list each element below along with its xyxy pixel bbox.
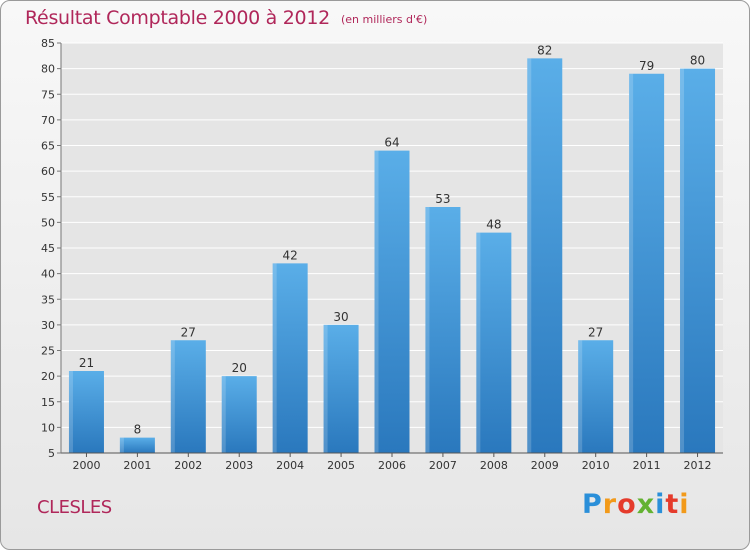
proxiti-logo: Proxiti <box>582 489 690 520</box>
bar-highlight <box>272 263 277 453</box>
data-label-2003: 20 <box>232 361 247 375</box>
y-tick-label: 60 <box>41 165 55 178</box>
data-label-2006: 64 <box>384 136 399 150</box>
y-tick-label: 55 <box>41 191 55 204</box>
y-tick-label: 5 <box>48 447 55 460</box>
bar-highlight <box>170 340 175 453</box>
bar-2010 <box>578 340 614 453</box>
data-label-2004: 42 <box>283 248 298 262</box>
bar-2008 <box>476 232 512 453</box>
x-tick-label-2008: 2008 <box>480 459 508 472</box>
x-tick-label-2010: 2010 <box>582 459 610 472</box>
data-label-2011: 79 <box>639 59 654 73</box>
x-tick-label-2007: 2007 <box>429 459 457 472</box>
y-tick-label: 40 <box>41 268 55 281</box>
bar-2000 <box>68 371 104 453</box>
bar-2004 <box>272 263 308 453</box>
y-tick-label: 75 <box>41 88 55 101</box>
y-tick-label: 80 <box>41 63 55 76</box>
bar-highlight <box>374 150 379 453</box>
logo-letter: i <box>679 489 690 520</box>
data-label-2001: 8 <box>134 423 142 437</box>
chart-title: Résultat Comptable 2000 à 2012 <box>25 7 330 29</box>
bar-highlight <box>68 371 73 453</box>
logo-letter: o <box>617 489 637 520</box>
x-tick-label-2003: 2003 <box>225 459 253 472</box>
bar-2007 <box>425 207 461 453</box>
logo-letter: P <box>582 489 603 520</box>
data-label-2000: 21 <box>79 356 94 370</box>
x-tick-label-2005: 2005 <box>327 459 355 472</box>
bars <box>68 58 716 453</box>
x-tick-label-2006: 2006 <box>378 459 406 472</box>
x-axis-ticks: 2000 2001 2002 2003 2004 2005 2006 2007 2008 2009… <box>72 453 712 472</box>
bar-highlight <box>221 376 226 453</box>
x-tick-label-2011: 2011 <box>633 459 661 472</box>
bar-2012 <box>680 68 716 453</box>
bar-highlight <box>323 324 328 453</box>
bar-highlight <box>425 207 430 453</box>
x-tick-label-2002: 2002 <box>174 459 202 472</box>
y-tick-label: 85 <box>41 37 55 50</box>
logo-letter: i <box>655 489 666 520</box>
y-tick-label: 50 <box>41 216 55 229</box>
y-tick-label: 35 <box>41 293 55 306</box>
y-tick-label: 25 <box>41 345 55 358</box>
bar-2011 <box>629 73 665 453</box>
bar-2005 <box>323 324 359 453</box>
bar-2003 <box>221 376 257 453</box>
data-label-2005: 30 <box>333 310 348 324</box>
commune-name: CLESLES <box>37 497 112 518</box>
bar-highlight <box>476 232 481 453</box>
x-tick-label-2012: 2012 <box>684 459 712 472</box>
y-axis-ticks: 5 10 15 20 25 30 35 40 45 50 55 60 65 70 75 80 85 <box>41 37 61 460</box>
bar-2001 <box>119 437 155 453</box>
y-tick-label: 15 <box>41 396 55 409</box>
x-tick-label-2001: 2001 <box>123 459 151 472</box>
logo-letter: t <box>665 489 680 520</box>
bar-highlight <box>680 68 685 453</box>
bar-2002 <box>170 340 206 453</box>
data-label-2009: 82 <box>537 43 552 57</box>
bar-highlight <box>578 340 583 453</box>
y-tick-label: 65 <box>41 140 55 153</box>
chart-subtitle: (en milliers d'€) <box>341 13 428 26</box>
y-tick-label: 10 <box>41 421 55 434</box>
y-tick-label: 70 <box>41 114 55 127</box>
x-tick-label-2004: 2004 <box>276 459 304 472</box>
y-tick-label: 30 <box>41 319 55 332</box>
data-label-2010: 27 <box>588 325 603 339</box>
data-labels: 21 8 27 20 42 30 64 53 48 82 27 79 80 <box>79 43 705 436</box>
bar-highlight <box>629 73 634 453</box>
x-tick-label-2000: 2000 <box>72 459 100 472</box>
data-label-2007: 53 <box>435 192 450 206</box>
bar-2006 <box>374 150 410 453</box>
data-label-2012: 80 <box>690 54 705 68</box>
x-tick-label-2009: 2009 <box>531 459 559 472</box>
data-label-2002: 27 <box>181 325 196 339</box>
y-tick-label: 20 <box>41 370 55 383</box>
logo-letter: r <box>602 489 618 520</box>
bar-highlight <box>119 437 124 453</box>
bar-highlight <box>527 58 532 453</box>
y-tick-label: 45 <box>41 242 55 255</box>
data-label-2008: 48 <box>486 218 501 232</box>
bar-2009 <box>527 58 563 453</box>
logo-letter: x <box>636 489 656 520</box>
